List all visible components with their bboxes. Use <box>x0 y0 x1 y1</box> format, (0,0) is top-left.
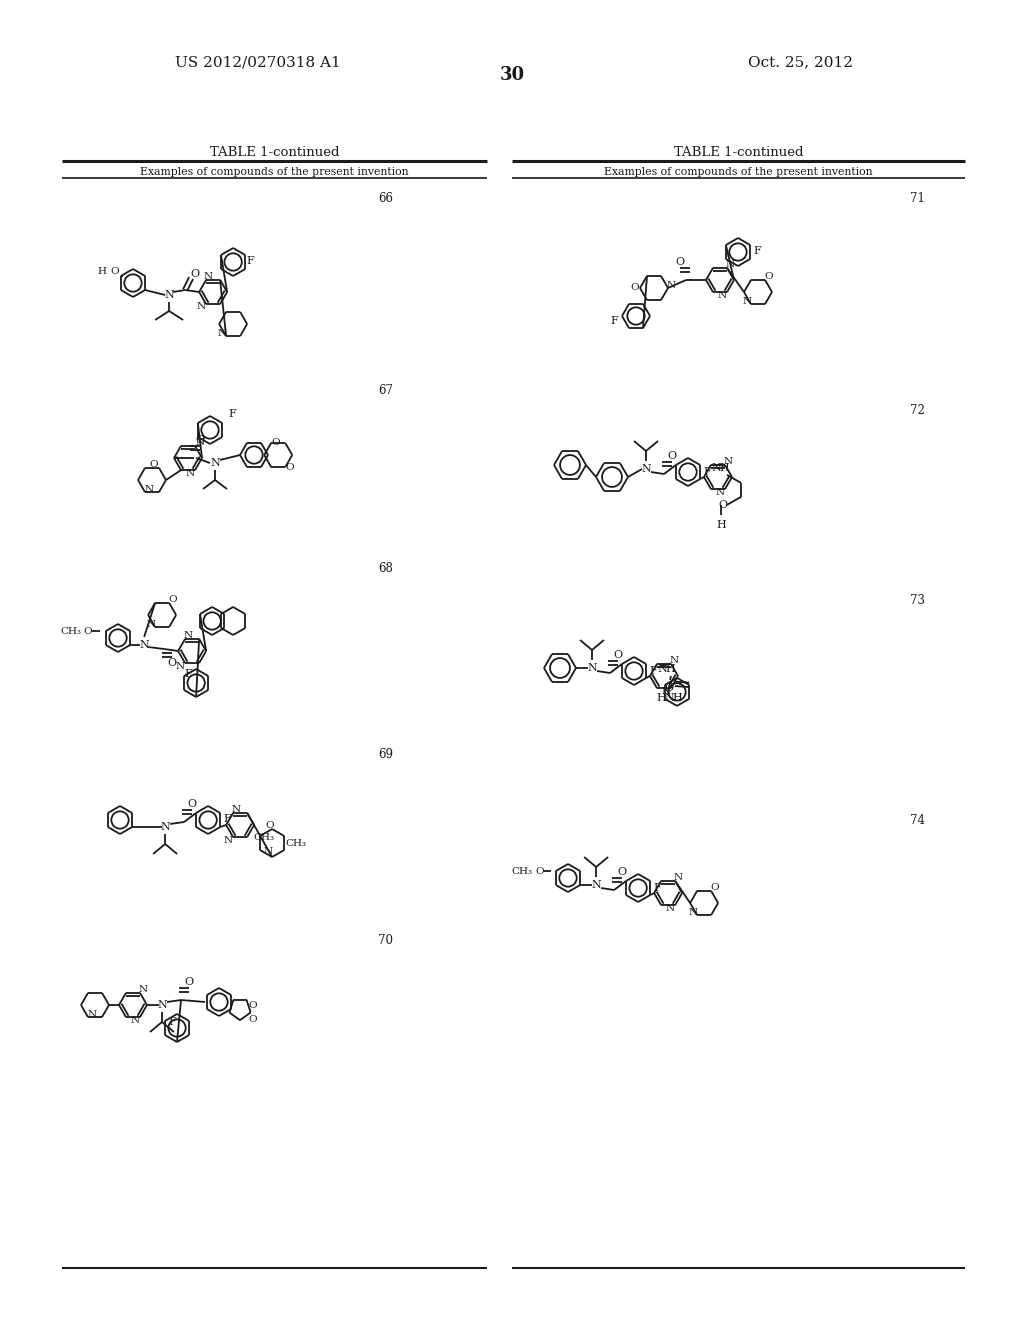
Text: N: N <box>217 329 226 338</box>
Text: CH₃: CH₃ <box>60 627 81 635</box>
Text: N: N <box>231 805 241 814</box>
Text: O: O <box>665 682 674 693</box>
Text: F: F <box>184 669 191 678</box>
Text: N: N <box>666 904 675 912</box>
Text: N: N <box>196 438 205 447</box>
Text: O: O <box>711 883 720 892</box>
Text: H: H <box>716 520 726 529</box>
Text: 66: 66 <box>378 191 393 205</box>
Text: 74: 74 <box>910 813 925 826</box>
Text: F: F <box>649 667 657 676</box>
Text: O: O <box>668 451 677 461</box>
Text: CH₃: CH₃ <box>254 833 274 842</box>
Text: F: F <box>168 1016 176 1027</box>
Text: O: O <box>285 462 294 471</box>
Text: N: N <box>670 656 679 665</box>
Text: 72: 72 <box>910 404 925 417</box>
Text: N: N <box>667 281 676 289</box>
Text: N: N <box>591 880 601 890</box>
Text: H: H <box>656 693 666 702</box>
Text: N: N <box>87 1010 96 1019</box>
Text: O: O <box>168 657 177 668</box>
Text: 69: 69 <box>378 748 393 762</box>
Text: F: F <box>610 315 617 326</box>
Text: Oct. 25, 2012: Oct. 25, 2012 <box>748 55 853 69</box>
Text: O: O <box>111 268 119 276</box>
Text: N: N <box>146 619 156 628</box>
Text: 73: 73 <box>910 594 925 606</box>
Text: N: N <box>160 822 170 832</box>
Text: N: N <box>725 260 734 269</box>
Text: O: O <box>196 436 205 445</box>
Text: F: F <box>653 883 662 894</box>
Text: O: O <box>266 821 274 830</box>
Text: H: H <box>666 664 675 675</box>
Text: N: N <box>641 465 651 474</box>
Text: N: N <box>185 469 195 478</box>
Text: N: N <box>674 874 683 882</box>
Text: N: N <box>175 661 184 671</box>
Text: 71: 71 <box>910 191 925 205</box>
Text: O: O <box>84 627 92 635</box>
Text: Examples of compounds of the present invention: Examples of compounds of the present inv… <box>604 168 872 177</box>
Text: F: F <box>228 409 236 418</box>
Text: 67: 67 <box>378 384 393 396</box>
Text: TABLE 1-continued: TABLE 1-continued <box>210 147 339 160</box>
Text: N: N <box>263 847 272 857</box>
Text: O: O <box>169 595 177 605</box>
Text: N: N <box>157 1001 167 1010</box>
Text: 68: 68 <box>378 561 393 574</box>
Text: H: H <box>98 268 106 276</box>
Text: O: O <box>631 284 639 293</box>
Text: N: N <box>138 985 147 994</box>
Text: O: O <box>719 500 728 510</box>
Text: N: N <box>139 640 150 649</box>
Text: H: H <box>672 693 682 702</box>
Text: O: O <box>617 867 627 876</box>
Text: 70: 70 <box>378 933 393 946</box>
Text: F: F <box>754 246 761 256</box>
Text: N: N <box>742 297 752 306</box>
Text: O: O <box>187 799 197 809</box>
Text: CH₃: CH₃ <box>286 840 307 849</box>
Text: N: N <box>688 908 697 916</box>
Text: N: N <box>716 487 725 496</box>
Text: N: N <box>723 457 732 466</box>
Text: N: N <box>223 836 232 845</box>
Text: F: F <box>247 256 254 267</box>
Text: O: O <box>249 1001 257 1010</box>
Text: N: N <box>665 693 674 702</box>
Text: Examples of compounds of the present invention: Examples of compounds of the present inv… <box>140 168 409 177</box>
Text: F: F <box>703 467 711 477</box>
Text: N: N <box>204 272 213 281</box>
Text: O: O <box>271 438 280 447</box>
Text: N: N <box>130 1015 139 1024</box>
Text: N: N <box>657 664 667 675</box>
Text: O: O <box>765 272 773 281</box>
Text: US 2012/0270318 A1: US 2012/0270318 A1 <box>175 55 341 69</box>
Text: N: N <box>183 631 193 640</box>
Text: N: N <box>197 302 206 310</box>
Text: N: N <box>164 290 174 300</box>
Text: CH₃: CH₃ <box>511 866 532 875</box>
Text: N: N <box>711 463 721 473</box>
Text: N: N <box>718 290 727 300</box>
Text: O: O <box>676 257 685 267</box>
Text: O: O <box>249 1015 257 1023</box>
Text: O: O <box>184 977 194 987</box>
Text: H: H <box>719 463 729 473</box>
Text: F: F <box>223 814 231 824</box>
Text: O: O <box>536 866 544 875</box>
Text: N: N <box>144 484 154 494</box>
Text: N: N <box>210 458 220 469</box>
Text: TABLE 1-continued: TABLE 1-continued <box>674 147 803 160</box>
Text: N: N <box>587 663 597 673</box>
Text: 30: 30 <box>500 66 524 84</box>
Text: O: O <box>613 649 623 660</box>
Text: O: O <box>150 461 159 470</box>
Text: O: O <box>190 269 200 279</box>
Text: N: N <box>662 686 671 696</box>
